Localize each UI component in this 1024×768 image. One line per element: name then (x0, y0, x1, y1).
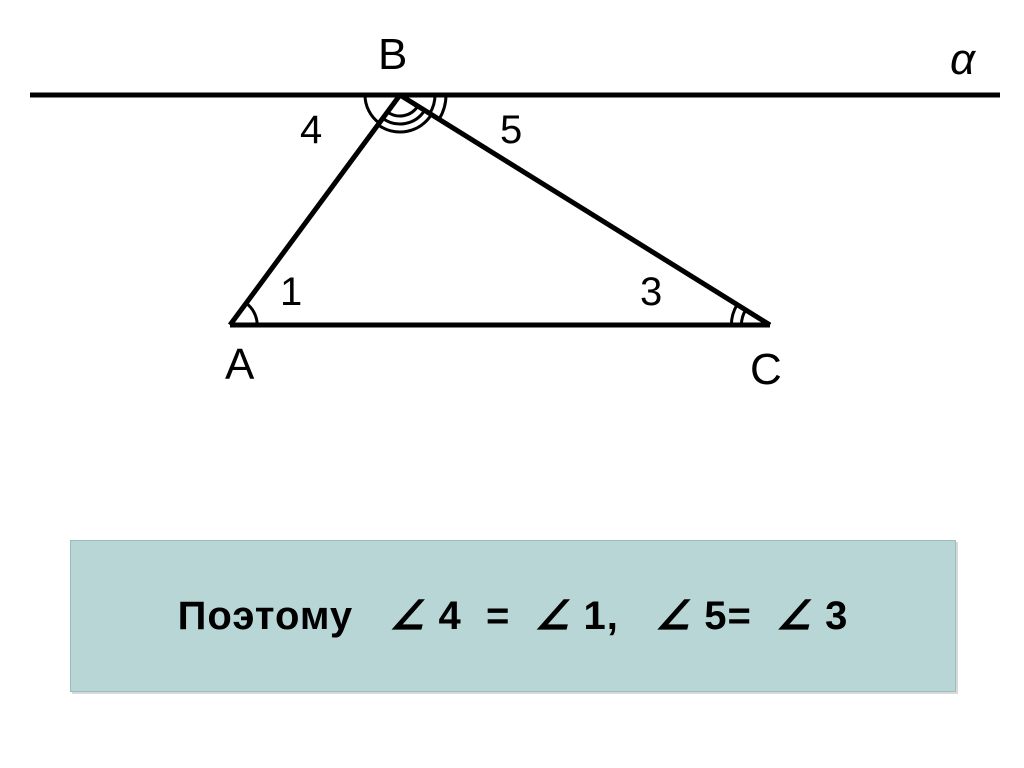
angle-symbol-icon: ∠ (776, 594, 813, 638)
arc-angle-4 (365, 95, 379, 123)
arc-angle-5b (439, 95, 446, 119)
caption-prefix: Поэтому (178, 594, 354, 638)
caption-box: Поэтому ∠ 4 = ∠ 1, ∠ 5= ∠ 3 (70, 540, 956, 692)
label-a: A (225, 340, 254, 390)
eq1-right: 1 (584, 594, 607, 638)
angle-symbol-icon: ∠ (390, 594, 427, 638)
label-angle-5: 5 (500, 108, 522, 153)
label-angle-3: 3 (640, 270, 662, 315)
arc-angle-3b (731, 305, 737, 325)
eq2-right: 3 (825, 594, 848, 638)
geometry-svg (0, 0, 1024, 520)
caption-text: Поэтому ∠ 4 = ∠ 1, ∠ 5= ∠ 3 (178, 593, 849, 639)
label-c: C (750, 345, 782, 395)
side-bc (400, 95, 770, 325)
angle-symbol-icon: ∠ (655, 594, 692, 638)
eq1-left: 4 (439, 594, 462, 638)
angle-symbol-icon: ∠ (535, 594, 572, 638)
geometry-slide: B A C α 4 5 1 3 Поэтому ∠ 4 = ∠ 1, ∠ 5= … (0, 0, 1024, 768)
label-alpha: α (950, 35, 975, 85)
eq2-left: 5 (704, 594, 727, 638)
arc-angle-5a (430, 95, 435, 114)
label-b: B (378, 30, 407, 80)
label-angle-1: 1 (280, 270, 302, 315)
label-angle-4: 4 (300, 108, 322, 153)
arc-angle-1 (246, 303, 257, 325)
